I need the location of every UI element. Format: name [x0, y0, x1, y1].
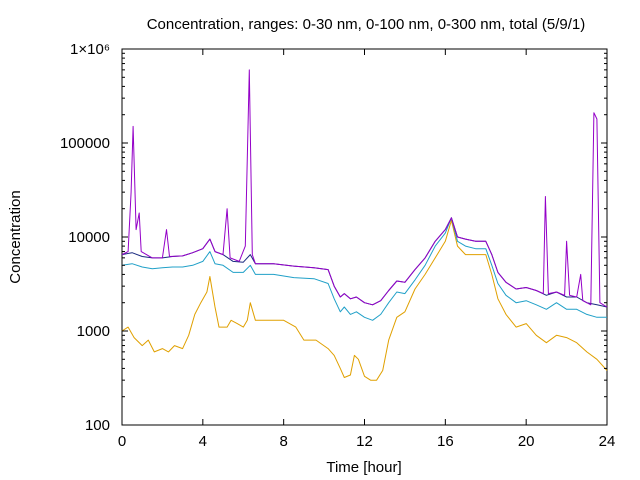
x-tick-label: 0 — [118, 433, 126, 450]
series-line-4 — [121, 69, 608, 308]
x-axis-label: Time [hour] — [326, 459, 401, 476]
series-line-2 — [121, 217, 607, 321]
x-tick-label: 12 — [356, 433, 373, 450]
y-tick-label: 1×10⁶ — [70, 41, 110, 58]
y-tick-label: 100 — [85, 417, 110, 434]
series-layer — [121, 69, 608, 381]
x-tick-label: 4 — [199, 433, 207, 450]
y-tick-label: 1000 — [77, 323, 110, 340]
y-axis-label: Concentration — [7, 190, 24, 283]
x-tick-label: 20 — [518, 433, 535, 450]
x-tick-label: 16 — [437, 433, 454, 450]
x-tick-label: 8 — [279, 433, 287, 450]
y-axis: 100 1000 10000 100000 1×10⁶ — [60, 41, 607, 434]
series-line-3 — [121, 217, 608, 308]
x-axis: 0 4 8 12 16 20 24 — [118, 49, 616, 450]
y-tick-label: 100000 — [60, 135, 110, 152]
x-tick-label: 24 — [599, 433, 616, 450]
series-line-1 — [121, 219, 608, 381]
chart-title: Concentration, ranges: 0-30 nm, 0-100 nm… — [147, 16, 586, 33]
y-tick-label: 10000 — [68, 229, 110, 246]
plot-frame — [121, 48, 608, 426]
